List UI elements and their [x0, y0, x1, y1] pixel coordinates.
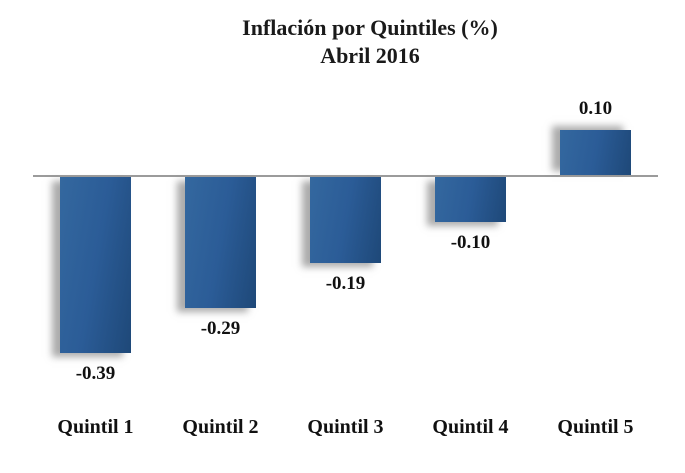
- value-label-quintil-3: -0.19: [325, 273, 366, 294]
- category-label-quintil-4: Quintil 4: [432, 416, 509, 438]
- value-label-quintil-1: -0.39: [75, 363, 116, 384]
- bar-quintil-3: [310, 177, 381, 263]
- bar-quintil-2: [185, 177, 256, 308]
- category-label-quintil-5: Quintil 5: [557, 416, 634, 438]
- zero-axis-line: [33, 175, 658, 177]
- value-label-quintil-5: 0.10: [578, 98, 613, 119]
- value-label-quintil-2: -0.29: [200, 318, 241, 339]
- category-label-quintil-3: Quintil 3: [307, 416, 384, 438]
- chart-title-line1: Inflación por Quintiles (%): [242, 15, 498, 40]
- value-label-quintil-4: -0.10: [450, 232, 491, 253]
- bar-quintil-5: [560, 130, 631, 175]
- category-label-quintil-2: Quintil 2: [182, 416, 259, 438]
- bar-quintil-4: [435, 177, 506, 222]
- chart-title: Inflación por Quintiles (%) Abril 2016: [242, 14, 498, 70]
- category-label-quintil-1: Quintil 1: [57, 416, 134, 438]
- chart-title-line2: Abril 2016: [320, 43, 420, 68]
- bar-quintil-1: [60, 177, 131, 353]
